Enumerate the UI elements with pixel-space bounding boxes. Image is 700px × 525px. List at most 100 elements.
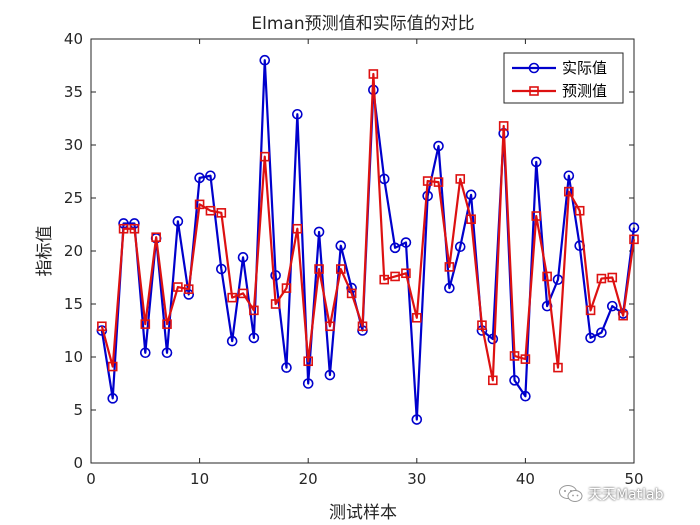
x-tick-label: 40 bbox=[516, 470, 535, 488]
data-point-predicted bbox=[140, 319, 151, 329]
x-tick-label: 10 bbox=[190, 470, 209, 488]
data-point-predicted bbox=[629, 234, 639, 245]
y-tick-label: 0 bbox=[73, 454, 83, 472]
data-point-predicted bbox=[477, 320, 487, 331]
x-tick-label: 50 bbox=[624, 470, 643, 488]
data-point-predicted bbox=[205, 205, 216, 216]
data-point-predicted bbox=[574, 205, 585, 216]
data-point-actual bbox=[433, 140, 444, 152]
legend: 实际值 预测值 bbox=[503, 52, 624, 104]
data-point-predicted bbox=[325, 321, 335, 332]
data-point-actual bbox=[302, 378, 314, 389]
data-point-actual bbox=[606, 300, 618, 312]
data-point-actual bbox=[444, 282, 455, 294]
data-point-actual bbox=[465, 189, 477, 201]
y-axis-label: 指标值 bbox=[35, 226, 55, 277]
data-point-actual bbox=[530, 156, 542, 168]
data-point-actual bbox=[107, 393, 119, 404]
data-point-actual bbox=[400, 237, 412, 248]
data-point-predicted bbox=[433, 177, 444, 187]
data-point-predicted bbox=[564, 186, 574, 197]
data-point-actual bbox=[281, 362, 292, 373]
x-tick-label: 30 bbox=[407, 470, 426, 488]
data-point-actual bbox=[389, 242, 401, 254]
data-point-actual bbox=[520, 390, 531, 402]
y-tick-label: 35 bbox=[64, 83, 83, 101]
data-point-predicted bbox=[553, 362, 563, 373]
data-point-predicted bbox=[368, 69, 379, 79]
legend-label-actual: 实际值 bbox=[562, 59, 607, 77]
y-tick-label: 30 bbox=[64, 136, 83, 154]
data-point-actual bbox=[563, 170, 575, 182]
data-point-predicted bbox=[618, 310, 628, 321]
y-tick-label: 25 bbox=[64, 189, 83, 207]
data-point-predicted bbox=[531, 211, 542, 221]
data-point-actual bbox=[335, 240, 347, 251]
data-point-actual bbox=[596, 327, 607, 338]
legend-box bbox=[503, 52, 624, 104]
data-point-actual bbox=[237, 252, 249, 263]
data-point-actual bbox=[205, 170, 216, 182]
data-point-predicted bbox=[488, 375, 498, 386]
legend-marker-predicted bbox=[529, 86, 539, 96]
data-point-actual bbox=[226, 335, 238, 347]
data-point-actual bbox=[292, 108, 303, 120]
data-point-predicted bbox=[509, 351, 520, 361]
x-tick-label: 20 bbox=[299, 470, 318, 488]
data-point-actual bbox=[259, 54, 271, 66]
data-point-predicted bbox=[97, 321, 107, 332]
series-predicted bbox=[97, 69, 639, 386]
data-point-predicted bbox=[357, 321, 368, 332]
data-point-predicted bbox=[270, 299, 281, 309]
legend-label-predicted: 预测值 bbox=[562, 82, 607, 100]
data-point-actual bbox=[324, 369, 336, 381]
data-point-predicted bbox=[596, 273, 607, 284]
data-point-predicted bbox=[335, 264, 346, 274]
data-point-predicted bbox=[194, 199, 205, 210]
data-point-predicted bbox=[173, 282, 183, 292]
data-point-predicted bbox=[118, 223, 129, 234]
data-point-predicted bbox=[281, 283, 292, 293]
data-point-actual bbox=[628, 222, 640, 233]
data-point-predicted bbox=[520, 354, 531, 364]
data-point-predicted bbox=[227, 292, 237, 303]
data-point-predicted bbox=[607, 272, 618, 283]
data-point-predicted bbox=[390, 271, 400, 282]
data-point-actual bbox=[172, 216, 184, 227]
axis-ticks: 0 10 20 30 40 50 0 5 10 15 20 25 30 35 40 bbox=[64, 30, 644, 488]
legend-marker-actual bbox=[528, 62, 540, 74]
data-point-actual bbox=[454, 241, 466, 253]
data-point-predicted bbox=[107, 361, 118, 372]
data-point-predicted bbox=[498, 121, 509, 131]
data-point-predicted bbox=[292, 223, 303, 234]
data-point-actual bbox=[509, 375, 520, 386]
data-point-predicted bbox=[444, 262, 455, 272]
legend-item-actual: 实际值 bbox=[512, 59, 607, 77]
y-tick-label: 15 bbox=[64, 295, 83, 313]
data-point-predicted bbox=[379, 274, 390, 285]
data-point-predicted bbox=[422, 176, 433, 186]
x-axis-label: 测试样本 bbox=[329, 503, 397, 523]
data-point-actual bbox=[487, 333, 499, 345]
data-point-predicted bbox=[314, 264, 324, 274]
data-point-predicted bbox=[401, 268, 411, 279]
data-point-actual bbox=[216, 263, 227, 275]
data-point-predicted bbox=[183, 284, 194, 294]
data-point-predicted bbox=[216, 208, 227, 218]
data-point-predicted bbox=[411, 312, 422, 323]
data-point-actual bbox=[194, 172, 205, 184]
data-point-actual bbox=[313, 226, 325, 238]
data-point-predicted bbox=[542, 271, 552, 282]
y-tick-label: 20 bbox=[64, 242, 83, 260]
y-tick-label: 5 bbox=[73, 401, 83, 419]
data-point-predicted bbox=[585, 305, 596, 316]
data-point-actual bbox=[270, 270, 281, 281]
chart-title: Elman预测值和实际值的对比 bbox=[251, 14, 474, 34]
data-point-predicted bbox=[238, 288, 248, 299]
x-tick-label: 0 bbox=[86, 470, 96, 488]
data-point-predicted bbox=[455, 174, 466, 184]
watermark: 天天Matlab bbox=[558, 484, 664, 504]
data-point-predicted bbox=[303, 356, 314, 367]
data-point-actual bbox=[161, 347, 173, 359]
